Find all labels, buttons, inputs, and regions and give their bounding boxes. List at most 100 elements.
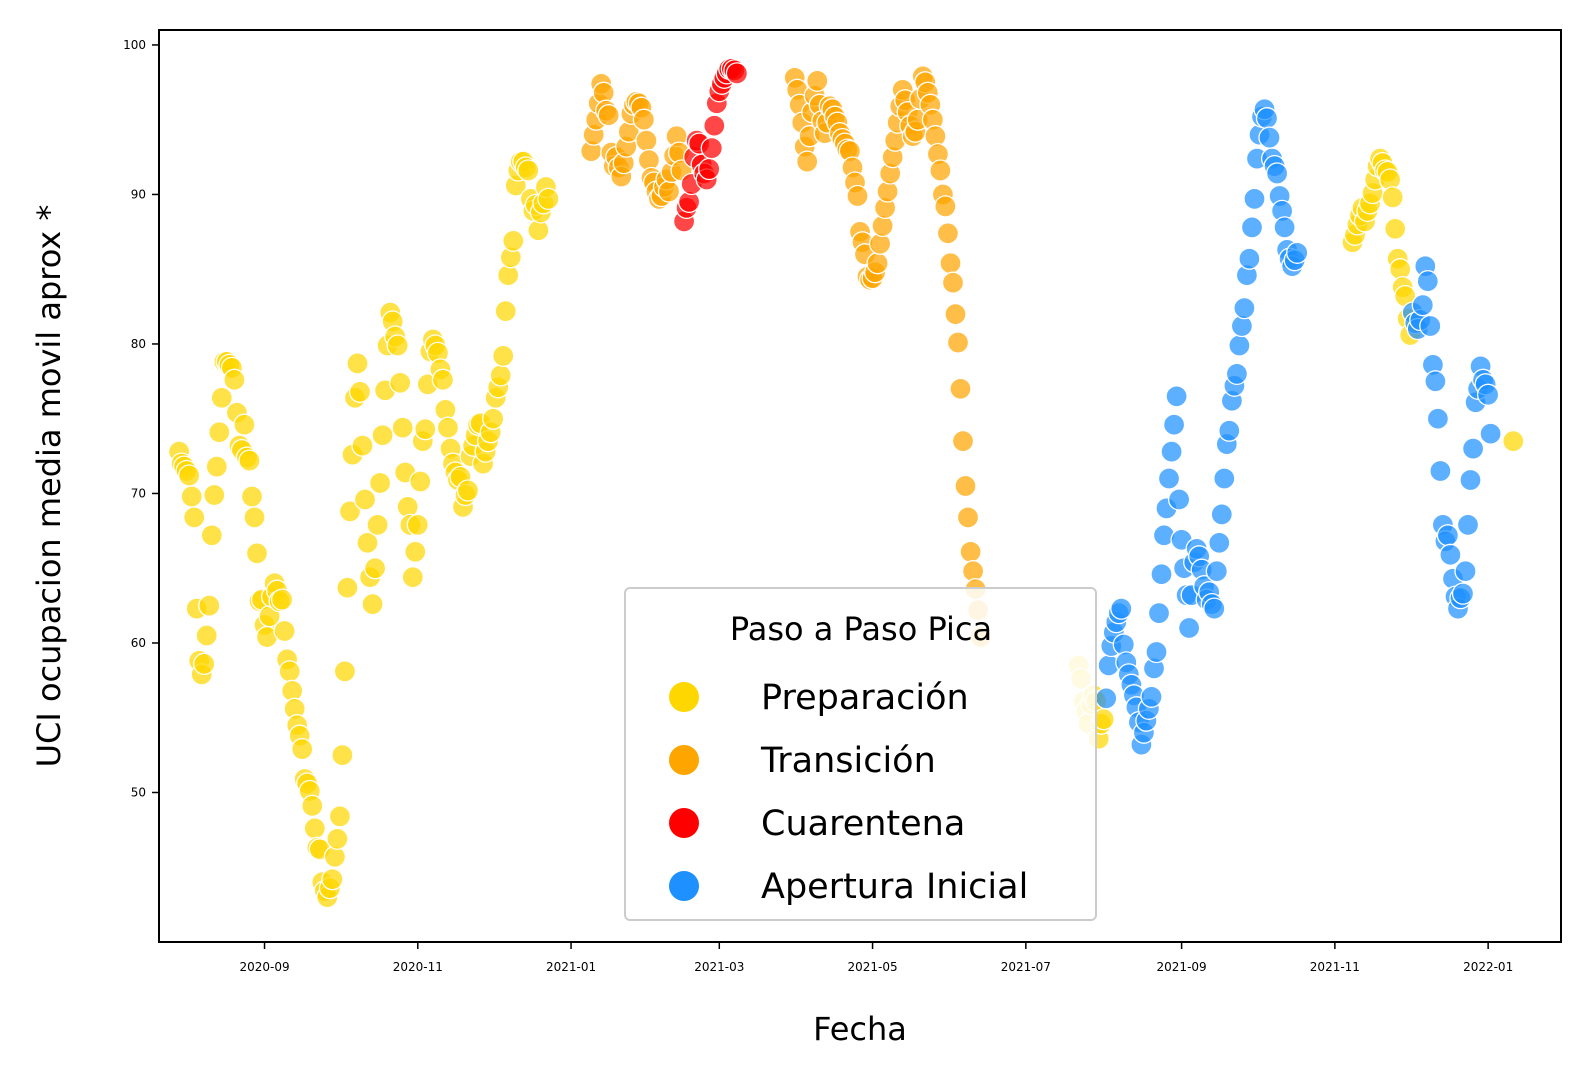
point-apertura-inicial bbox=[1476, 383, 1500, 406]
x-tick-label: 2020-09 bbox=[239, 960, 289, 974]
point-preparacion bbox=[291, 737, 314, 761]
legend-title: Paso a Paso Pica bbox=[730, 610, 992, 648]
point-apertura-inicial bbox=[1240, 216, 1264, 239]
point-transicion bbox=[941, 271, 965, 294]
x-axis-title: Fecha bbox=[813, 1010, 907, 1048]
point-apertura-inicial bbox=[1258, 126, 1281, 149]
point-preparacion bbox=[401, 566, 424, 589]
point-preparacion bbox=[238, 449, 261, 472]
point-preparacion bbox=[494, 299, 517, 323]
plot-frame bbox=[158, 29, 1562, 943]
point-preparacion bbox=[205, 455, 228, 478]
point-preparacion bbox=[409, 470, 432, 493]
legend-marker-preparacion bbox=[669, 682, 699, 712]
point-transicion bbox=[846, 184, 869, 208]
y-axis: 50 60 70 80 90 100 bbox=[123, 38, 159, 799]
point-apertura-inicial bbox=[1095, 687, 1118, 710]
point-preparacion bbox=[178, 464, 201, 487]
point-preparacion bbox=[200, 524, 223, 547]
point-preparacion bbox=[492, 344, 515, 368]
point-preparacion bbox=[1502, 429, 1525, 453]
point-transicion bbox=[806, 69, 829, 92]
point-preparacion bbox=[404, 540, 427, 563]
point-preparacion bbox=[389, 371, 412, 394]
legend-label-apertura-inicial: Apertura Inicial bbox=[761, 867, 1028, 907]
point-apertura-inicial bbox=[1160, 440, 1183, 463]
point-apertura-inicial bbox=[1208, 531, 1231, 554]
point-apertura-inicial bbox=[1243, 187, 1266, 211]
legend-marker-cuarentena bbox=[669, 808, 699, 838]
point-preparacion bbox=[1381, 186, 1404, 209]
point-preparacion bbox=[489, 364, 512, 387]
point-preparacion bbox=[233, 413, 256, 436]
point-preparacion bbox=[356, 531, 379, 554]
point-apertura-inicial bbox=[1424, 370, 1447, 393]
point-apertura-inicial bbox=[1419, 314, 1442, 338]
point-preparacion bbox=[391, 416, 414, 439]
point-preparacion bbox=[371, 424, 394, 447]
point-apertura-inicial bbox=[1140, 685, 1163, 708]
x-tick-label: 2021-03 bbox=[694, 960, 744, 974]
point-cuarentena bbox=[698, 157, 721, 181]
point-preparacion bbox=[328, 805, 352, 828]
point-preparacion bbox=[198, 594, 221, 617]
x-tick-label: 2021-01 bbox=[546, 960, 596, 974]
x-tick-label: 2021-11 bbox=[1310, 960, 1360, 974]
point-preparacion bbox=[270, 588, 294, 611]
x-tick-label: 2022-01 bbox=[1463, 960, 1513, 974]
point-preparacion bbox=[348, 380, 372, 403]
point-apertura-inicial bbox=[1451, 582, 1475, 605]
point-apertura-inicial bbox=[1273, 216, 1296, 239]
legend-label-preparacion: Preparación bbox=[761, 678, 969, 718]
point-preparacion bbox=[1384, 217, 1407, 240]
point-transicion bbox=[954, 474, 977, 498]
point-apertura-inicial bbox=[1210, 503, 1233, 526]
y-tick-label: 50 bbox=[131, 785, 146, 799]
y-tick-label: 100 bbox=[123, 38, 146, 52]
y-tick-label: 70 bbox=[131, 486, 146, 500]
point-preparacion bbox=[203, 483, 226, 507]
point-preparacion bbox=[456, 479, 480, 502]
point-preparacion bbox=[180, 485, 203, 508]
y-tick-label: 90 bbox=[131, 187, 146, 201]
legend-label-cuarentena: Cuarentena bbox=[761, 804, 965, 844]
point-apertura-inicial bbox=[1454, 560, 1477, 583]
point-apertura-inicial bbox=[1147, 601, 1171, 625]
point-preparacion bbox=[331, 743, 354, 767]
point-apertura-inicial bbox=[1162, 413, 1186, 436]
point-apertura-inicial bbox=[1439, 543, 1462, 566]
point-preparacion bbox=[346, 352, 369, 375]
x-tick-label: 2021-09 bbox=[1157, 960, 1207, 974]
point-transicion bbox=[934, 195, 957, 218]
point-transicion bbox=[939, 252, 962, 275]
point-transicion bbox=[946, 331, 970, 354]
point-apertura-inicial bbox=[1218, 419, 1241, 442]
point-apertura-inicial bbox=[1426, 407, 1450, 430]
point-apertura-inicial bbox=[1145, 640, 1168, 664]
point-preparacion bbox=[326, 827, 349, 850]
point-preparacion bbox=[353, 488, 377, 511]
legend-marker-transicion bbox=[669, 745, 699, 775]
point-preparacion bbox=[351, 434, 374, 457]
point-apertura-inicial bbox=[1233, 296, 1256, 320]
y-tick-label: 60 bbox=[131, 636, 146, 650]
point-preparacion bbox=[386, 334, 409, 357]
point-preparacion bbox=[240, 485, 264, 508]
point-preparacion bbox=[414, 418, 437, 441]
point-preparacion bbox=[436, 416, 460, 439]
point-cuarentena bbox=[700, 136, 723, 160]
x-tick-label: 2021-05 bbox=[847, 960, 897, 974]
point-preparacion bbox=[303, 817, 326, 840]
point-preparacion bbox=[333, 660, 357, 683]
point-apertura-inicial bbox=[1228, 334, 1251, 357]
point-transicion bbox=[866, 252, 889, 275]
point-apertura-inicial bbox=[1429, 459, 1452, 483]
point-preparacion bbox=[193, 652, 216, 676]
point-preparacion bbox=[210, 386, 233, 409]
point-apertura-inicial bbox=[1203, 597, 1226, 620]
point-preparacion bbox=[537, 187, 560, 211]
point-preparacion bbox=[208, 421, 231, 444]
point-preparacion bbox=[431, 368, 455, 391]
legend-frame bbox=[624, 587, 1097, 921]
